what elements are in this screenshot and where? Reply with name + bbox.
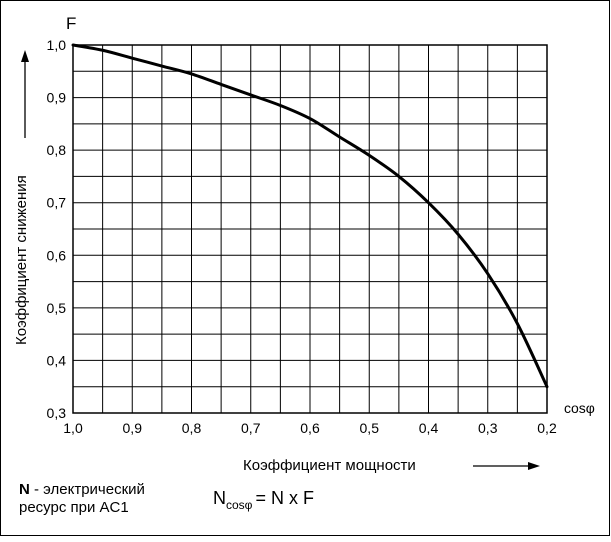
y-arrow-head xyxy=(21,50,29,62)
y-axis-title: Коэффициент снижения xyxy=(13,175,30,345)
y-tick-label: 0,7 xyxy=(47,195,67,211)
x-tick-label: 1,0 xyxy=(63,420,83,436)
derating-curve xyxy=(71,43,549,389)
x-arrow-head xyxy=(528,462,540,470)
y-tick-label: 1,0 xyxy=(47,37,67,53)
legend-line-2: ресурс при AC1 xyxy=(19,499,129,516)
plot-area-border xyxy=(72,44,548,414)
y-tick-label: 0,5 xyxy=(47,300,67,316)
x-tick-label: 0,7 xyxy=(241,420,261,436)
tick-labels: 1,0 0,9 0,8 0,7 0,6 0,5 0,4 0,3 0,2 1,0 0,9 0,8 0,7 0… xyxy=(47,37,557,436)
formula-subscript: cosφ xyxy=(226,498,253,512)
x-tick-label: 0,5 xyxy=(360,420,380,436)
x-tick-label: 0,8 xyxy=(182,420,202,436)
x-tick-label: 0,9 xyxy=(123,420,143,436)
grid xyxy=(73,45,547,413)
y-tick-label: 0,9 xyxy=(47,90,67,106)
y-axis-name: F xyxy=(66,14,76,33)
y-tick-label: 0,4 xyxy=(47,352,67,368)
formula: Ncosφ = N x F xyxy=(213,488,314,512)
legend-line-1: N - электрический xyxy=(19,481,145,498)
x-axis-title: Коэффициент мощности xyxy=(243,457,416,474)
legend-desc-1: - электрический xyxy=(30,481,145,498)
y-tick-label: 0,3 xyxy=(47,405,67,421)
x-axis-name: cosφ xyxy=(564,400,595,416)
y-tick-label: 0,6 xyxy=(47,247,67,263)
formula-lhs: N xyxy=(213,488,226,508)
x-tick-label: 0,2 xyxy=(537,420,557,436)
formula-rhs: = N x F xyxy=(255,488,314,508)
x-tick-label: 0,6 xyxy=(300,420,320,436)
x-tick-label: 0,4 xyxy=(419,420,439,436)
legend-symbol-n: N xyxy=(19,481,30,498)
y-tick-label: 0,8 xyxy=(47,142,67,158)
x-tick-label: 0,3 xyxy=(478,420,498,436)
